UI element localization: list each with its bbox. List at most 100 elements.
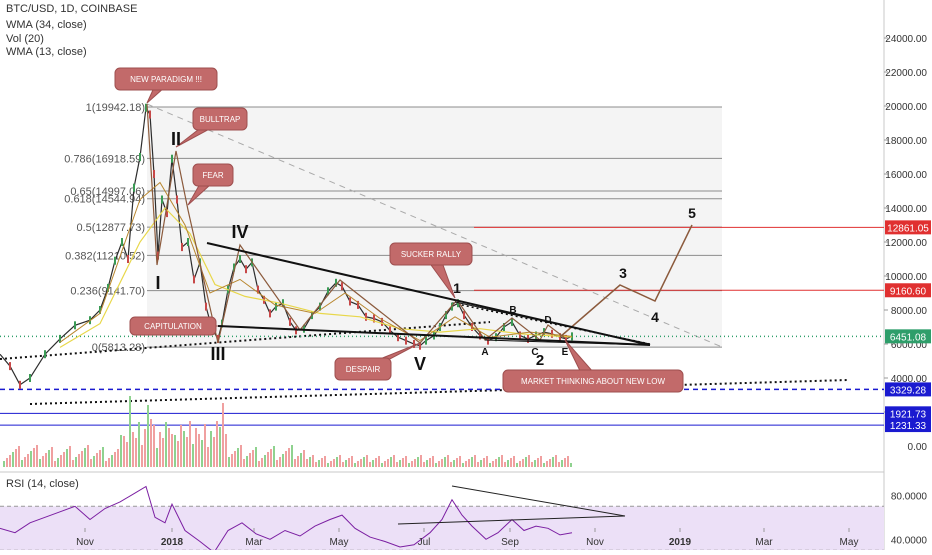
volume-bar: [120, 435, 122, 467]
volume-bar: [447, 455, 449, 467]
price-axis-label: 10000.00: [885, 272, 927, 283]
wave-label: I: [155, 273, 160, 293]
callout-box: [334, 357, 392, 381]
volume-bar: [504, 462, 506, 467]
callout-box: [192, 107, 248, 131]
volume-bar: [321, 458, 323, 467]
volume-bar: [57, 458, 59, 467]
wave-label: E: [562, 347, 569, 358]
volume-bar: [207, 447, 209, 467]
volume-bar: [531, 462, 533, 467]
callout-box: [114, 67, 218, 91]
volume-bar: [534, 460, 536, 467]
volume-bar: [240, 445, 242, 467]
volume-bar: [72, 460, 74, 467]
rsi-line: [0, 485, 573, 554]
rsi-axis-label: 80.0000: [891, 491, 928, 502]
volume-bar: [402, 458, 404, 467]
volume-bar: [336, 457, 338, 467]
volume-bar: [390, 457, 392, 467]
volume-bar: [189, 421, 191, 467]
volume-bar: [288, 448, 290, 467]
time-axis-label: Nov: [76, 537, 94, 548]
callout-label: NEW PARADIGM !!!: [130, 75, 202, 84]
triangle-lower-line: [217, 325, 651, 346]
volume-bar: [528, 455, 530, 467]
volume-bar: [216, 421, 218, 467]
volume-bar: [564, 458, 566, 467]
volume-bar: [318, 460, 320, 467]
volume-bar: [351, 456, 353, 467]
volume-bar: [270, 449, 272, 467]
volume-bar: [555, 455, 557, 467]
volume-bar: [411, 461, 413, 467]
volume-bar: [243, 459, 245, 467]
callout-box: [389, 242, 473, 266]
volume-bar: [246, 456, 248, 467]
wma13-line: [59, 181, 573, 343]
time-axis-label: Mar: [755, 537, 773, 548]
volume-bar: [27, 454, 29, 467]
volume-bar: [357, 461, 359, 467]
callout-label: BULLTRAP: [200, 115, 241, 124]
chart-symbol-title: BTC/USD, 1D, COINBASE: [6, 3, 138, 15]
volume-bar: [522, 459, 524, 467]
price-axis-label: 16000.00: [885, 170, 927, 181]
volume-bar: [297, 456, 299, 467]
fib-dashed-diagonal: [146, 103, 723, 348]
volume-bar: [249, 453, 251, 467]
wave-label: 2: [536, 352, 544, 369]
volume-bar: [147, 405, 149, 467]
volume-bar: [420, 455, 422, 467]
volume-bar: [558, 462, 560, 467]
price-axis-label: 14000.00: [885, 204, 927, 215]
volume-bar: [309, 457, 311, 467]
volume-bar: [48, 450, 50, 467]
level-price-badge-text: 3329.28: [890, 385, 927, 396]
volume-bar: [96, 453, 98, 467]
volume-bar: [60, 455, 62, 467]
volume-bar: [348, 458, 350, 467]
volume-bar: [381, 463, 383, 467]
wave-label: C: [531, 347, 538, 358]
volume-bar: [453, 460, 455, 467]
volume-bar: [18, 446, 20, 467]
volume-bar: [462, 463, 464, 467]
volume-bar: [501, 455, 503, 467]
volume-bar: [24, 457, 26, 467]
volume-bar: [195, 428, 197, 467]
volume-bar: [495, 459, 497, 467]
volume-bar: [141, 445, 143, 467]
volume-bar: [210, 431, 212, 467]
wave-label: A: [481, 347, 488, 358]
volume-bar: [75, 457, 77, 467]
volume-bar: [537, 458, 539, 467]
volume-axis-label: 0.00: [908, 442, 928, 453]
volume-bar: [327, 463, 329, 467]
volume-bar: [372, 460, 374, 467]
volume-bar: [363, 457, 365, 467]
volume-bar: [162, 438, 164, 467]
volume-bar: [168, 428, 170, 467]
volume-bar: [51, 447, 53, 467]
upper-dotted-line: [451, 302, 651, 345]
fib-level-label: 1(19942.18): [86, 102, 145, 114]
fib-level-label: 0.618(14544.94): [64, 194, 145, 206]
wave-label: D: [544, 315, 551, 326]
volume-bar: [105, 461, 107, 467]
volume-bar: [543, 463, 545, 467]
callout-label: MARKET THINKING ABOUT NEW LOW: [521, 377, 665, 386]
volume-bar: [150, 419, 152, 467]
volume-bar: [450, 462, 452, 467]
volume-bar: [213, 437, 215, 467]
volume-bar: [294, 459, 296, 467]
volume-bar: [456, 458, 458, 467]
volume-bar: [267, 452, 269, 467]
rsi-axis-label: 40.0000: [891, 535, 928, 546]
volume-bar: [393, 455, 395, 467]
volume-bar: [507, 460, 509, 467]
volume-bar: [369, 462, 371, 467]
indicator-wma13-label: WMA (13, close): [6, 46, 87, 58]
level-price-badge-text: 9160.60: [890, 286, 927, 297]
volume-bar: [561, 460, 563, 467]
